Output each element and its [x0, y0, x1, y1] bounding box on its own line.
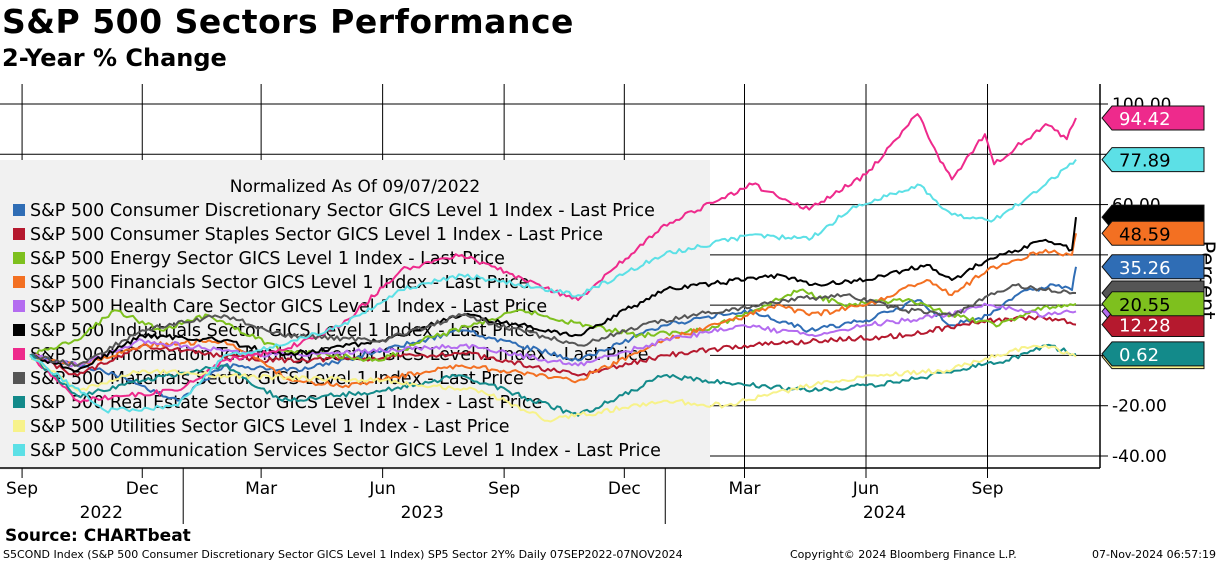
- legend-swatch: [13, 372, 25, 384]
- legend-entry: S&P 500 Utilities Sector GICS Level 1 In…: [30, 417, 509, 437]
- svg-text:77.89: 77.89: [1119, 151, 1171, 172]
- svg-text:94.42: 94.42: [1119, 109, 1171, 130]
- legend-swatch: [13, 396, 25, 408]
- source-note: Source: CHARTbeat: [5, 526, 191, 546]
- end-value-label: 20.55: [1101, 291, 1205, 317]
- series-line: [29, 315, 1077, 377]
- ticker-info: S5COND Index (S&P 500 Consumer Discretio…: [3, 548, 683, 561]
- series-line: [29, 302, 1077, 368]
- legend-swatch: [13, 444, 25, 456]
- chart-subtitle: 2-Year % Change: [2, 44, 227, 72]
- legend-swatch: [13, 300, 25, 312]
- year-label: 2022: [80, 503, 123, 523]
- end-value-label: 0.62: [1101, 341, 1205, 367]
- x-tick-label: Jun: [368, 479, 396, 499]
- svg-text:20.55: 20.55: [1119, 295, 1171, 316]
- svg-text:12.28: 12.28: [1119, 316, 1171, 337]
- legend-swatch: [13, 252, 25, 264]
- legend-swatch: [13, 420, 25, 432]
- legend-swatch: [13, 228, 25, 240]
- series-line: [29, 344, 1077, 423]
- end-value-label: 94.42: [1101, 105, 1205, 131]
- end-value-label: 35.26: [1101, 254, 1205, 280]
- legend-swatch: [13, 204, 25, 216]
- end-value-label: 77.89: [1101, 147, 1205, 173]
- svg-text:48.59: 48.59: [1119, 224, 1171, 245]
- timestamp: 07-Nov-2024 06:57:19: [1092, 548, 1217, 561]
- svg-text:35.26: 35.26: [1119, 258, 1171, 279]
- end-value-label: 48.59: [1101, 220, 1205, 246]
- series-line: [29, 216, 1077, 373]
- legend-entry: S&P 500 Financials Sector GICS Level 1 I…: [30, 273, 529, 293]
- series-line: [29, 288, 1077, 362]
- series-line: [29, 159, 1077, 414]
- series-line: [29, 283, 1077, 367]
- x-tick-label: Mar: [728, 479, 760, 499]
- x-tick-label: Mar: [245, 479, 277, 499]
- legend-entry: S&P 500 Communication Services Sector GI…: [30, 441, 661, 461]
- copyright-note: Copyright© 2024 Bloomberg Finance L.P.: [790, 548, 1017, 561]
- axes: 100.0060.00-20.00-40.00PercentSepDecMarJ…: [0, 84, 1219, 524]
- chart-title: S&P 500 Sectors Performance: [2, 2, 574, 41]
- end-value-label: 12.28: [1101, 312, 1205, 338]
- x-tick-label: Sep: [6, 479, 38, 499]
- legend-entry: S&P 500 Consumer Discretionary Sector GI…: [30, 201, 655, 221]
- x-tick-label: Dec: [126, 479, 159, 499]
- x-tick-label: Dec: [608, 479, 641, 499]
- x-tick-label: Jun: [852, 479, 880, 499]
- series-line: [29, 343, 1077, 417]
- legend-swatch: [13, 276, 25, 288]
- y-tick-label: -40.00: [1112, 447, 1167, 467]
- svg-text:0.62: 0.62: [1119, 345, 1159, 366]
- series-line: [29, 266, 1077, 402]
- series-line: [29, 233, 1077, 389]
- legend-entry: S&P 500 Consumer Staples Sector GICS Lev…: [30, 225, 603, 245]
- legend-entry: S&P 500 Real Estate Sector GICS Level 1 …: [30, 393, 542, 413]
- legend-swatch: [13, 324, 25, 336]
- year-label: 2024: [863, 503, 906, 523]
- legend-entry: S&P 500 Energy Sector GICS Level 1 Index…: [30, 249, 505, 269]
- year-label: 2023: [401, 503, 444, 523]
- series-lines: [29, 113, 1077, 423]
- legend-entry: S&P 500 Health Care Sector GICS Level 1 …: [30, 297, 547, 317]
- legend-swatch: [13, 348, 25, 360]
- legend-title: Normalized As Of 09/07/2022: [230, 177, 480, 197]
- y-tick-label: -20.00: [1112, 397, 1167, 417]
- x-tick-label: Sep: [488, 479, 520, 499]
- x-tick-label: Sep: [971, 479, 1003, 499]
